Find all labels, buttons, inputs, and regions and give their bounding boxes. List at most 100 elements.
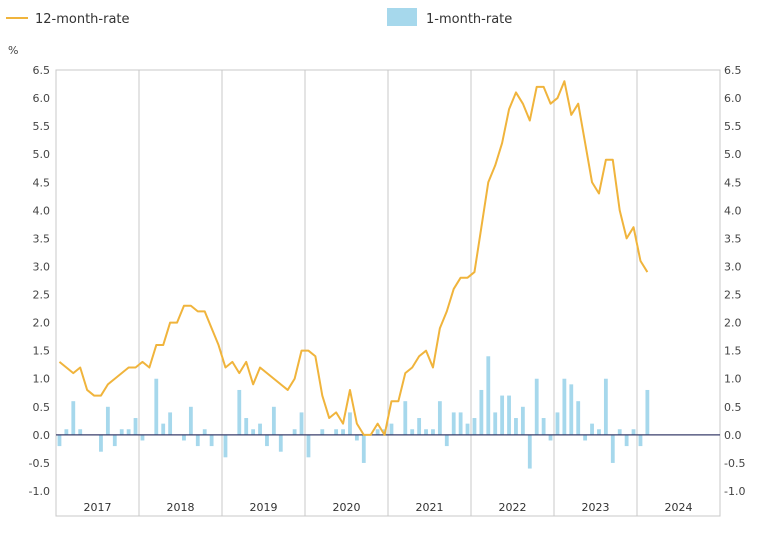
y-tick-right: 0.5 bbox=[724, 401, 742, 414]
y-tick-left: -1.0 bbox=[29, 485, 50, 498]
bar-1-month bbox=[410, 429, 415, 435]
bar-1-month bbox=[569, 384, 574, 435]
bar-1-month bbox=[292, 429, 297, 435]
y-axis-left: 6.5 6.0 5.5 5.0 4.5 4.0 3.5 3.0 2.5 2.0 1.5 1.0 0.5 0… bbox=[29, 64, 50, 498]
bar-1-month bbox=[576, 401, 581, 435]
bar-1-month bbox=[320, 429, 325, 435]
y-tick-right: 1.5 bbox=[724, 345, 742, 358]
y-tick-left: 4.5 bbox=[33, 176, 51, 189]
y-tick-left: 1.5 bbox=[33, 345, 51, 358]
bar-1-month bbox=[424, 429, 428, 435]
bar-1-month bbox=[265, 434, 269, 447]
year-tick-label: 2018 bbox=[167, 501, 195, 514]
bar-1-month bbox=[354, 434, 359, 441]
year-gridlines bbox=[138, 70, 638, 516]
y-tick-left: 5.0 bbox=[33, 148, 51, 161]
y-tick-right: 2.0 bbox=[724, 317, 742, 330]
bar-1-month bbox=[541, 418, 546, 435]
bar-1-month bbox=[583, 434, 588, 441]
y-tick-right: 6.5 bbox=[724, 64, 742, 77]
bar-1-month bbox=[182, 434, 186, 441]
bar-1-month bbox=[209, 434, 214, 447]
y-tick-right: 3.5 bbox=[724, 232, 742, 245]
bar-1-month bbox=[527, 434, 532, 469]
bar-1-month bbox=[610, 434, 615, 463]
bar-1-month bbox=[251, 429, 256, 435]
bar-1-month bbox=[645, 389, 650, 435]
y-tick-left: 4.0 bbox=[33, 204, 51, 217]
bar-1-month bbox=[431, 429, 435, 435]
year-tick-label: 2020 bbox=[333, 501, 361, 514]
bar-1-month bbox=[133, 418, 138, 435]
bar-1-month bbox=[99, 434, 103, 452]
year-tick-label: 2024 bbox=[665, 501, 693, 514]
bar-1-month bbox=[375, 429, 380, 435]
bar-1-month bbox=[71, 401, 76, 435]
x-axis-years: 2017 2018 2019 2020 2021 2022 2023 2024 bbox=[84, 501, 693, 514]
bar-1-month bbox=[493, 412, 498, 435]
bar-1-month bbox=[417, 418, 422, 435]
bar-1-month bbox=[555, 412, 560, 435]
bar-1-month bbox=[140, 434, 145, 441]
bar-1-month bbox=[105, 406, 110, 435]
bar-1-month bbox=[168, 412, 173, 435]
y-tick-right: 4.0 bbox=[724, 204, 742, 217]
year-tick-label: 2022 bbox=[499, 501, 527, 514]
y-tick-right: 5.0 bbox=[724, 148, 742, 161]
bar-1-month bbox=[244, 418, 249, 435]
bar-1-month bbox=[500, 395, 505, 435]
bar-1-month bbox=[403, 401, 408, 435]
bar-1-month bbox=[451, 412, 456, 435]
y-tick-left: 2.0 bbox=[33, 317, 51, 330]
bar-1-month bbox=[458, 412, 463, 435]
bar-1-month bbox=[64, 429, 69, 435]
year-tick-label: 2021 bbox=[416, 501, 444, 514]
bar-1-month bbox=[299, 412, 304, 435]
legend-bar-swatch bbox=[387, 8, 417, 26]
y-tick-right: 0.0 bbox=[724, 429, 742, 442]
bar-1-month bbox=[472, 418, 477, 435]
bar-1-month bbox=[119, 429, 124, 435]
bar-1-month bbox=[112, 434, 117, 447]
bar-1-month bbox=[603, 378, 608, 435]
bar-1-month bbox=[597, 429, 601, 435]
bar-1-month bbox=[617, 429, 622, 435]
bar-1-month bbox=[486, 356, 491, 435]
y-tick-right: -1.0 bbox=[724, 485, 745, 498]
y-axis-right: 6.5 6.0 5.5 5.0 4.5 4.0 3.5 3.0 2.5 2.0 1.5 1.0 0.5 0… bbox=[724, 64, 745, 498]
bar-1-month bbox=[638, 434, 643, 447]
bar-1-month bbox=[334, 429, 339, 435]
bar-1-month bbox=[202, 429, 207, 435]
bar-1-month bbox=[507, 395, 511, 435]
y-tick-left: -0.5 bbox=[29, 457, 50, 470]
bar-1-month bbox=[444, 434, 449, 447]
y-tick-right: 6.0 bbox=[724, 92, 742, 105]
year-tick-label: 2023 bbox=[582, 501, 610, 514]
bar-1-month bbox=[223, 434, 228, 458]
bar-1-month bbox=[562, 378, 567, 435]
bar-1-month bbox=[237, 389, 242, 435]
bar-1-month bbox=[161, 423, 166, 435]
y-tick-right: 5.5 bbox=[724, 120, 742, 133]
bar-1-month bbox=[78, 429, 83, 435]
y-tick-left: 3.5 bbox=[33, 232, 51, 245]
y-tick-left: 2.5 bbox=[33, 289, 51, 302]
y-tick-right: 3.0 bbox=[724, 260, 742, 273]
y-tick-right: 4.5 bbox=[724, 176, 742, 189]
bar-1-month bbox=[126, 429, 131, 435]
bar-1-month bbox=[631, 429, 636, 435]
y-tick-left: 0.0 bbox=[33, 429, 51, 442]
y-tick-left: 3.0 bbox=[33, 260, 51, 273]
year-tick-label: 2017 bbox=[84, 501, 112, 514]
y-unit-label: % bbox=[8, 44, 18, 57]
y-tick-right: 2.5 bbox=[724, 289, 742, 302]
bar-1-month bbox=[520, 406, 525, 435]
bar-1-month bbox=[548, 434, 553, 441]
bar-1-month bbox=[361, 434, 366, 463]
bars-1-month-rate bbox=[57, 356, 650, 469]
bar-1-month bbox=[188, 406, 193, 435]
legend-label-12-month: 12-month-rate bbox=[35, 12, 130, 27]
legend-label-1-month: 1-month-rate bbox=[426, 12, 512, 27]
bar-1-month bbox=[341, 429, 345, 435]
